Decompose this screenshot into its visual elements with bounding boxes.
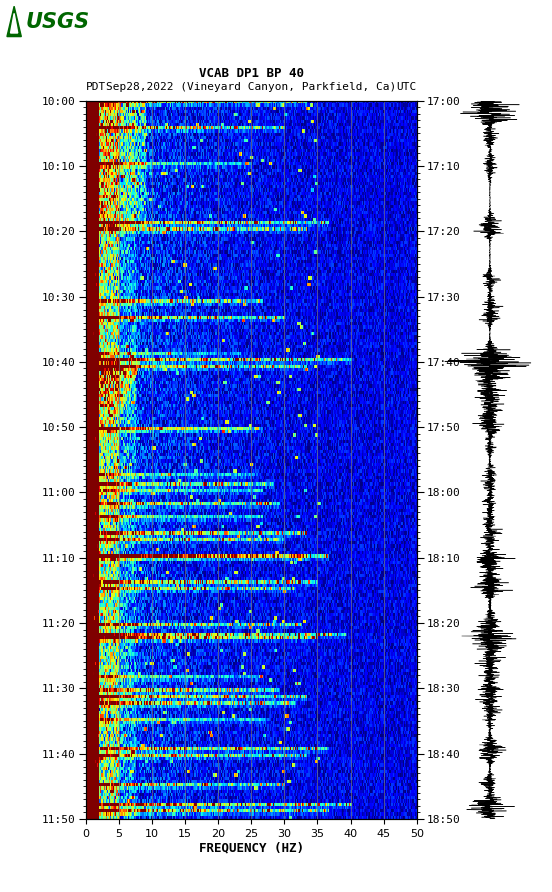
Polygon shape xyxy=(10,13,18,33)
Polygon shape xyxy=(7,6,22,37)
Text: USGS: USGS xyxy=(25,12,90,32)
X-axis label: FREQUENCY (HZ): FREQUENCY (HZ) xyxy=(199,841,304,855)
Text: Sep28,2022 (Vineyard Canyon, Parkfield, Ca): Sep28,2022 (Vineyard Canyon, Parkfield, … xyxy=(106,82,396,92)
Text: UTC: UTC xyxy=(396,82,417,92)
Text: PDT: PDT xyxy=(86,82,106,92)
Text: VCAB DP1 BP 40: VCAB DP1 BP 40 xyxy=(199,67,304,80)
